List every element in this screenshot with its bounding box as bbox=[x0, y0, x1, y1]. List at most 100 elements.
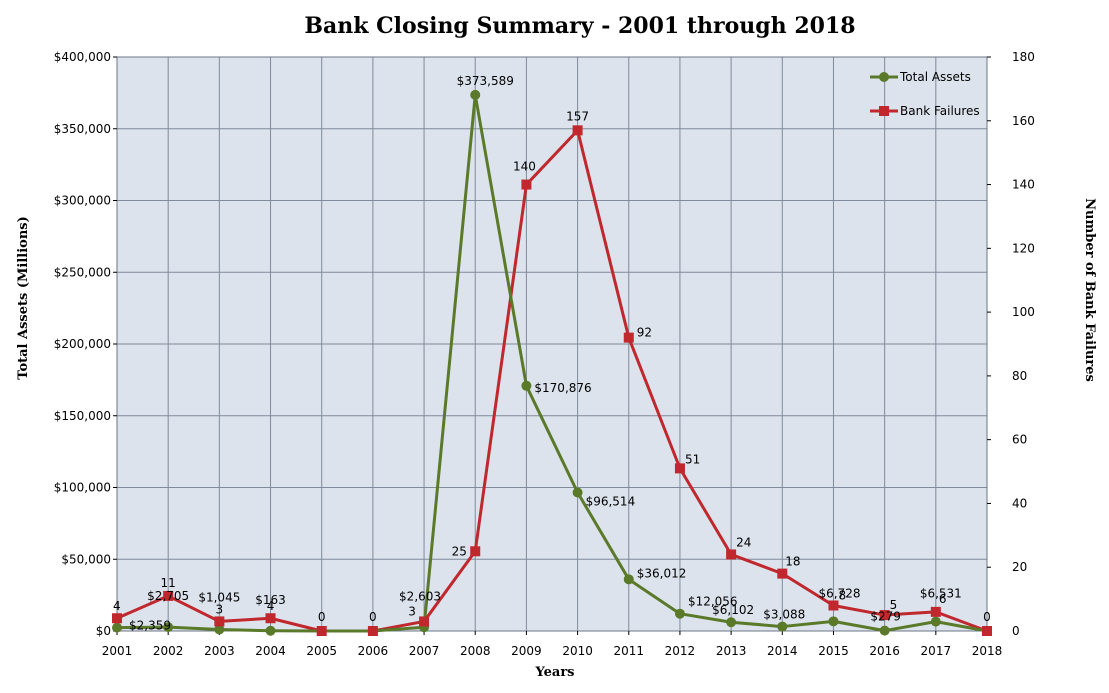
y-tick-label: $150,000 bbox=[54, 409, 111, 423]
legend-label: Total Assets bbox=[899, 70, 971, 84]
bank-failures-data-label: 140 bbox=[513, 160, 536, 174]
total-assets-data-label: $6,102 bbox=[712, 603, 754, 617]
x-tick-label: 2009 bbox=[511, 644, 542, 658]
y2-tick-label: 120 bbox=[1012, 241, 1035, 255]
y-tick-label: $400,000 bbox=[54, 50, 111, 64]
bank-failures-data-label: 25 bbox=[452, 544, 467, 558]
bank-failures-data-label: 92 bbox=[637, 326, 652, 340]
bank-failures-data-label: 4 bbox=[267, 599, 275, 613]
total-assets-line bbox=[116, 93, 988, 633]
series bbox=[112, 89, 992, 636]
total-assets-point bbox=[572, 487, 583, 498]
x-tick-label: 2018 bbox=[972, 644, 1003, 658]
x-tick-label: 2002 bbox=[153, 644, 184, 658]
bank-failures-data-label: 24 bbox=[736, 535, 751, 549]
x-tick-label: 2004 bbox=[255, 644, 286, 658]
bank-failures-point bbox=[572, 125, 583, 136]
total-assets-point bbox=[828, 616, 839, 627]
x-tick-label: 2007 bbox=[409, 644, 440, 658]
total-assets-point bbox=[930, 616, 941, 627]
bank-failures-point bbox=[521, 179, 532, 190]
y-tick-label: $100,000 bbox=[54, 481, 111, 495]
bank-failures-point bbox=[367, 626, 378, 636]
y-tick-label: $50,000 bbox=[61, 552, 111, 566]
bank-failures-point bbox=[982, 626, 992, 636]
total-assets-point bbox=[674, 608, 685, 619]
bank-failures-data-label: 6 bbox=[939, 592, 947, 606]
total-assets-point bbox=[623, 574, 634, 585]
data-labels: $2,359 $2,705 $1,045 $163 0 0 $2,603 $373,589 $1… bbox=[113, 74, 991, 633]
y2-tick-label: 60 bbox=[1012, 433, 1027, 447]
total-assets-data-label: $163 bbox=[255, 593, 286, 607]
y-tick-label: $0 bbox=[96, 624, 111, 638]
x-tick-label: 2017 bbox=[921, 644, 952, 658]
bank-failures-data-label: 18 bbox=[785, 555, 800, 569]
grid bbox=[116, 56, 988, 632]
total-assets-point bbox=[470, 89, 481, 100]
x-tick-label: 2010 bbox=[562, 644, 593, 658]
x-tick-label: 2003 bbox=[204, 644, 235, 658]
bank-failures-point bbox=[214, 616, 225, 627]
bank-failures-point bbox=[265, 613, 276, 624]
y-tick-label: $350,000 bbox=[54, 122, 111, 136]
total-assets-data-label: $3,088 bbox=[763, 608, 805, 622]
total-assets-point bbox=[265, 625, 276, 636]
bank-failures-point bbox=[470, 546, 481, 557]
total-assets-data-label: $2,705 bbox=[147, 589, 189, 603]
bank-failures-data-label: 8 bbox=[838, 588, 846, 602]
chart-title: Bank Closing Summary - 2001 through 2018 bbox=[304, 13, 855, 39]
bank-failures-point bbox=[828, 600, 839, 611]
y-tick-label: $250,000 bbox=[54, 265, 111, 279]
x-tick-label: 2016 bbox=[869, 644, 900, 658]
y-tick-label: $200,000 bbox=[54, 337, 111, 351]
total-assets-point bbox=[521, 380, 532, 391]
x-tick-label: 2008 bbox=[460, 644, 491, 658]
total-assets-data-label: 0 bbox=[983, 610, 991, 624]
y2-tick-label: 40 bbox=[1012, 496, 1027, 510]
legend-label: Bank Failures bbox=[900, 104, 980, 118]
legend-marker bbox=[879, 72, 889, 82]
bank-failures-point bbox=[163, 590, 174, 601]
bank-failures-point bbox=[623, 332, 634, 343]
x-tick-label: 2014 bbox=[767, 644, 798, 658]
bank-failures-data-label: 4 bbox=[113, 599, 121, 613]
total-assets-point bbox=[777, 621, 788, 632]
total-assets-data-label: $279 bbox=[870, 610, 901, 624]
x-tick-label: 2006 bbox=[358, 644, 389, 658]
bank-failures-point bbox=[674, 463, 685, 474]
y2-tick-label: 160 bbox=[1012, 114, 1035, 128]
bank-failures-data-label: 3 bbox=[216, 602, 224, 616]
x-tick-label: 2012 bbox=[665, 644, 696, 658]
bank-failures-data-label: 157 bbox=[566, 109, 589, 123]
bank-failures-line bbox=[116, 128, 988, 633]
total-assets-data-label: 0 bbox=[369, 610, 377, 624]
axes: $0 $50,000 $100,000 $150,000 $200,000 $250,00… bbox=[54, 50, 1035, 658]
x-tick-label: 2013 bbox=[716, 644, 747, 658]
y2-axis-title: Number of Bank Failures bbox=[1082, 198, 1097, 382]
total-assets-data-label: $373,589 bbox=[457, 74, 514, 88]
total-assets-data-label: $2,603 bbox=[399, 589, 441, 603]
y-axis-title: Total Assets (Millions) bbox=[16, 216, 31, 379]
x-tick-label: 2001 bbox=[102, 644, 133, 658]
total-assets-data-label: $1,045 bbox=[198, 591, 240, 605]
legend-marker bbox=[879, 106, 889, 116]
y2-tick-label: 140 bbox=[1012, 178, 1035, 192]
bank-failures-point bbox=[726, 549, 737, 560]
bank-failures-data-label: 5 bbox=[890, 598, 898, 612]
x-tick-label: 2015 bbox=[818, 644, 849, 658]
x-axis-title: Years bbox=[534, 665, 574, 680]
bank-failures-point bbox=[316, 626, 327, 636]
y2-tick-label: 80 bbox=[1012, 369, 1027, 383]
bank-failures-point bbox=[112, 613, 122, 624]
legend: Total Assets Bank Failures bbox=[870, 70, 980, 118]
total-assets-data-label: $96,514 bbox=[586, 495, 636, 509]
y2-tick-label: 180 bbox=[1012, 50, 1035, 64]
bank-failures-data-label: 11 bbox=[161, 576, 176, 590]
total-assets-data-label: $6,728 bbox=[818, 586, 860, 600]
total-assets-point bbox=[112, 622, 122, 633]
bank-failures-data-label: 3 bbox=[408, 604, 416, 618]
total-assets-point bbox=[214, 624, 225, 635]
x-tick-label: 2011 bbox=[613, 644, 644, 658]
x-tick-label: 2005 bbox=[306, 644, 337, 658]
